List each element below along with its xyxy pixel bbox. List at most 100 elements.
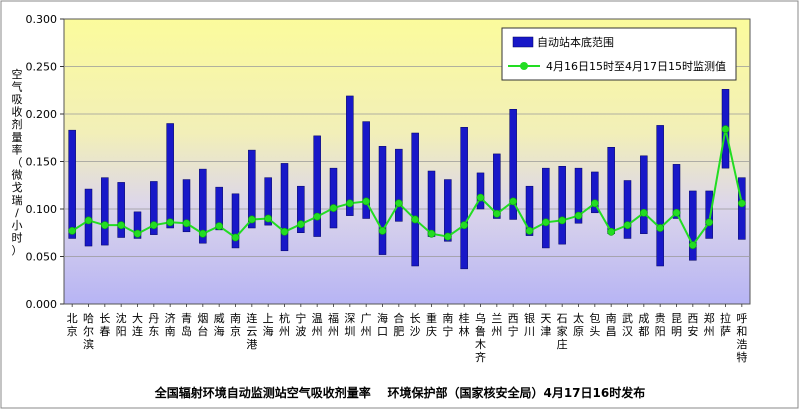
- x-tick-label: 南宁: [442, 312, 453, 338]
- range-bar: [640, 155, 648, 234]
- monitoring-point: [378, 226, 387, 235]
- range-bar: [297, 185, 305, 233]
- monitoring-point: [574, 211, 583, 220]
- x-tick-label: 沈阳: [116, 311, 127, 338]
- range-bar: [460, 127, 468, 270]
- monitoring-point: [264, 214, 273, 223]
- x-tick-label: 烟台: [197, 311, 208, 338]
- x-tick-label: 杭州: [279, 311, 290, 338]
- monitoring-point: [721, 125, 730, 134]
- y-tick-label: 0.250: [26, 61, 58, 74]
- monitoring-point: [362, 197, 371, 206]
- x-tick-label: 南昌: [606, 312, 617, 338]
- monitoring-point: [623, 221, 632, 230]
- monitoring-point: [345, 199, 354, 208]
- y-tick-label: 0.050: [26, 251, 58, 264]
- range-bar: [182, 179, 191, 233]
- x-tick-label: 南京: [230, 312, 241, 338]
- x-tick-label: 哈尔滨: [83, 312, 94, 351]
- range-bar: [248, 149, 256, 229]
- x-tick-label: 长春: [99, 312, 110, 338]
- range-bar: [574, 167, 583, 224]
- x-tick-label: 重庆: [426, 311, 437, 338]
- monitoring-point: [427, 229, 436, 238]
- x-tick-label: 武汉: [622, 312, 633, 338]
- range-bar: [705, 190, 713, 239]
- range-bar: [68, 129, 76, 239]
- x-tick-label: 银川: [524, 311, 535, 338]
- x-tick-label: 昆明: [671, 312, 682, 338]
- monitoring-point: [68, 226, 77, 235]
- chart-title: 全国辐射环境自动监测站空气吸收剂量率 环境保护部（国家核安全局）4月17日16时…: [154, 385, 645, 400]
- monitoring-point: [84, 216, 93, 225]
- y-tick-label: 0.000: [26, 298, 58, 311]
- monitoring-point: [313, 212, 322, 221]
- range-bar: [623, 180, 632, 239]
- monitoring-point: [215, 222, 224, 230]
- x-tick-label: 桂林: [459, 311, 470, 338]
- range-bar: [150, 181, 158, 235]
- x-tick-label: 长沙: [410, 312, 421, 338]
- range-bar: [166, 123, 174, 229]
- range-bar: [101, 177, 109, 246]
- x-tick-label: 呼和浩特: [736, 312, 747, 364]
- monitoring-point: [329, 204, 338, 212]
- monitoring-point: [607, 227, 616, 236]
- y-axis-ticks: 0.000 0.050 0.100 0.150 0.200 0.250 0.300: [26, 13, 64, 311]
- monitoring-point: [443, 232, 452, 241]
- monitoring-point: [590, 199, 599, 208]
- x-tick-label: 天津: [540, 312, 551, 338]
- x-tick-label: 西安: [687, 312, 698, 338]
- monitoring-point: [656, 224, 665, 232]
- x-tick-label: 深圳: [344, 312, 355, 338]
- range-bar: [280, 163, 289, 252]
- monitoring-point: [149, 221, 158, 230]
- x-tick-label: 合肥: [393, 311, 404, 338]
- monitoring-point: [166, 218, 175, 227]
- range-bar: [313, 135, 321, 237]
- range-bar: [329, 167, 338, 229]
- y-tick-label: 0.300: [26, 13, 58, 26]
- monitoring-point: [117, 221, 126, 230]
- monitoring-point: [541, 218, 550, 227]
- y-tick-label: 0.100: [26, 203, 58, 216]
- monitoring-point: [231, 233, 240, 242]
- range-bar: [476, 172, 485, 210]
- x-tick-label: 北京: [67, 312, 78, 338]
- range-bar: [738, 177, 746, 240]
- range-bar: [656, 125, 664, 267]
- monitoring-point: [100, 221, 109, 230]
- monitoring-point: [476, 193, 485, 202]
- monitoring-point: [509, 197, 518, 206]
- x-tick-label: 拉萨: [720, 311, 731, 338]
- range-bar: [493, 153, 501, 219]
- legend-label-range: 自动站本底范围: [537, 35, 614, 49]
- monitoring-point: [411, 215, 420, 224]
- legend-box: [501, 27, 737, 81]
- x-axis-labels: 北京哈尔滨长春沈阳大连丹东济南青岛烟台威海南京连云港上海杭州宁波温州福州深圳广州…: [67, 304, 747, 364]
- monitoring-point: [558, 216, 567, 225]
- y-tick-label: 0.200: [26, 108, 58, 121]
- legend: 自动站本底范围 4月16日15时至4月17日15时监测值: [501, 27, 737, 81]
- x-tick-label: 福州: [328, 311, 339, 338]
- monitoring-point: [182, 219, 191, 228]
- x-tick-label: 温州: [312, 312, 323, 338]
- y-tick-label: 0.150: [26, 156, 58, 169]
- range-bar: [607, 147, 615, 234]
- x-tick-label: 丹东: [148, 312, 159, 338]
- x-tick-label: 成都: [638, 312, 649, 338]
- x-tick-label: 威海: [214, 312, 225, 338]
- x-tick-label: 西宁: [508, 312, 519, 338]
- range-bar: [525, 185, 534, 236]
- monitoring-point: [247, 215, 256, 224]
- range-bar: [395, 148, 403, 222]
- x-tick-label: 济南: [165, 311, 176, 338]
- monitoring-point: [705, 218, 714, 227]
- monitoring-point: [280, 227, 289, 236]
- monitoring-point: [688, 241, 697, 249]
- range-bar: [444, 179, 452, 242]
- x-tick-label: 广州: [361, 312, 372, 338]
- legend-marker-swatch: [520, 62, 528, 70]
- x-tick-label: 石家庄: [557, 312, 568, 351]
